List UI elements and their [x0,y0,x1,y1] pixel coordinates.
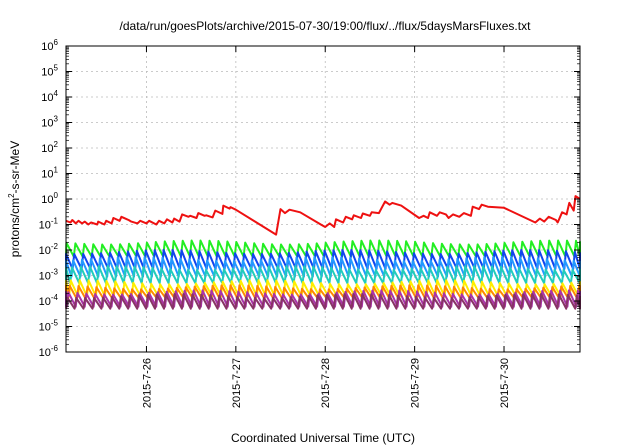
y-axis-label-sup: 2 [7,193,16,198]
x-axis-label: Coordinated Universal Time (UTC) [231,431,415,445]
y-tick-label-base: 10 [41,118,53,130]
y-tick-label-exp: -1 [51,217,59,226]
y-tick-label-base: 10 [39,220,51,232]
y-tick-label: 10-5 [39,319,59,334]
x-tick-label: 2015-7-30 [499,358,511,408]
y-tick-label-base: 10 [41,92,53,104]
y-tick-label-base: 10 [41,169,53,181]
series-line-1 [65,195,581,236]
x-tick-label: 2015-7-26 [141,358,153,408]
y-axis-label-base: protons/cm [8,198,22,257]
y-axis-label-rest: -s-sr-MeV [8,141,22,194]
y-tick-label: 10-3 [39,268,59,283]
x-axis: 2015-7-26 2015-7-27 2015-7-28 2015-7-29 2015… [141,46,511,408]
y-tick-label-base: 10 [39,245,51,257]
y-tick-label-base: 10 [39,271,51,283]
chart-title: /data/run/goesPlots/archive/2015-07-30/1… [120,19,532,33]
y-tick-label-base: 10 [39,347,51,359]
y-tick-label-exp: -3 [51,268,59,277]
y-tick-label-exp: -2 [51,242,59,251]
y-tick-label: 101 [41,166,58,181]
y-tick-label: 10-6 [39,344,59,359]
y-tick-label-base: 10 [41,67,53,79]
series-line-5 [65,265,581,285]
y-tick-label-exp: 1 [54,166,59,175]
y-tick-label-exp: 2 [54,140,59,149]
x-tick-label: 2015-7-27 [231,358,243,408]
y-tick-label-base: 10 [39,296,51,308]
y-tick-label: 104 [41,89,58,104]
y-tick-label-exp: -5 [51,319,59,328]
y-tick-label: 102 [41,140,58,155]
y-tick-label-exp: 6 [54,38,59,47]
series-line-9 [65,293,581,310]
y-tick-label: 10-4 [39,293,59,308]
y-axis-label: protons/cm2-s-sr-MeV [7,141,22,257]
y-axis: 10-610-510-410-310-210-11001011021031041… [39,38,580,359]
y-tick-label-base: 10 [41,194,53,206]
y-tick-label-exp: 0 [54,191,59,200]
y-tick-label-exp: -4 [51,293,59,302]
y-tick-label: 100 [41,191,58,206]
y-tick-label: 103 [41,115,58,130]
y-tick-label-base: 10 [41,41,53,53]
y-tick-label: 10-2 [39,242,59,257]
y-tick-label: 105 [41,64,58,79]
y-tick-label-exp: -6 [51,344,59,353]
y-tick-label: 106 [41,38,58,53]
x-tick-label: 2015-7-28 [320,358,332,408]
y-tick-label-base: 10 [41,143,53,155]
x-tick-label: 2015-7-29 [410,358,422,408]
y-tick-label-base: 10 [39,322,51,334]
y-tick-label: 10-1 [39,217,59,232]
y-tick-label-exp: 4 [54,89,59,98]
series-layer [65,195,581,310]
y-tick-label-exp: 3 [54,115,59,124]
y-tick-label-exp: 5 [54,64,59,73]
